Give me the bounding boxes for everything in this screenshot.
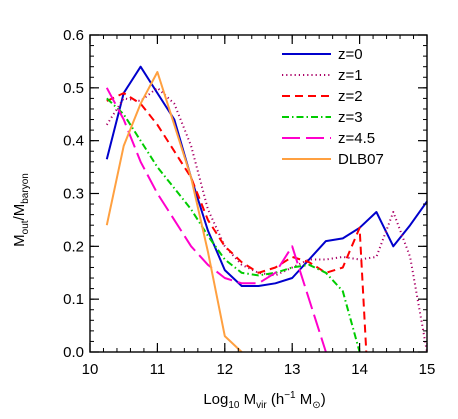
x-axis-label-subvir: vir — [256, 400, 267, 411]
x-tick-label: 13 — [284, 361, 301, 378]
x-tick-label: 11 — [150, 361, 166, 378]
legend-label-dlb07: DLB07 — [338, 151, 384, 168]
x-axis-label-sup: −1 — [284, 390, 296, 401]
x-axis-label-close: ) — [321, 391, 326, 408]
x-tick-label: 14 — [351, 361, 368, 378]
legend: z=0 z=1 z=2 z=3 z=4.5 DLB07 — [282, 46, 384, 168]
legend-label-z-4-5: z=4.5 — [338, 130, 375, 147]
x-axis-label-log: Log — [203, 391, 228, 408]
y-tick-label: 0.3 — [63, 186, 84, 203]
y-tick-label: 0.0 — [63, 344, 84, 361]
x-tick-label: 10 — [82, 361, 99, 378]
series-line-z-2 — [106, 92, 368, 353]
series-line-z-1 — [105, 86, 428, 353]
y-axis-label-m: M — [11, 234, 28, 247]
series-line-z-4-5 — [105, 87, 327, 353]
x-axis-label-sun: ⊙ — [312, 400, 320, 411]
y-tick-label: 0.4 — [63, 133, 84, 150]
plot-frame — [89, 34, 428, 353]
axis-ticks: 10 11 12 13 14 15 0.0 0.1 0.2 0.3 0.4 0.5 0.6 — [63, 27, 435, 378]
x-axis-label-h: (h — [267, 391, 285, 408]
legend-label-z-0: z=0 — [338, 46, 363, 63]
y-axis-label-subbaryon: baryon — [20, 173, 31, 204]
x-tick-label: 15 — [419, 361, 436, 378]
series-line-dlb07 — [105, 71, 243, 353]
legend-label-z-1: z=1 — [338, 67, 363, 84]
x-tick-label: 12 — [216, 361, 233, 378]
series-lines — [105, 65, 428, 353]
x-axis-label-sub10: 10 — [228, 400, 240, 411]
y-axis-label-slash: /M — [11, 204, 28, 221]
legend-label-z-3: z=3 — [338, 109, 363, 126]
y-tick-label: 0.2 — [63, 238, 84, 255]
series-line-z-0 — [105, 65, 428, 287]
y-tick-label: 0.6 — [63, 27, 84, 44]
legend-label-z-2: z=2 — [338, 88, 363, 105]
y-tick-label: 0.5 — [63, 80, 84, 97]
y-tick-label: 0.1 — [63, 291, 84, 308]
x-axis-label: Log10 Mvir (h−1 M⊙) — [203, 390, 325, 411]
series-line-z-3 — [106, 97, 361, 353]
y-axis-label-subout: out — [20, 220, 31, 234]
x-axis-label-m: M — [239, 391, 256, 408]
x-axis-label-msun: M — [296, 391, 313, 408]
y-axis-label: Mout/Mbaryon — [11, 173, 31, 247]
